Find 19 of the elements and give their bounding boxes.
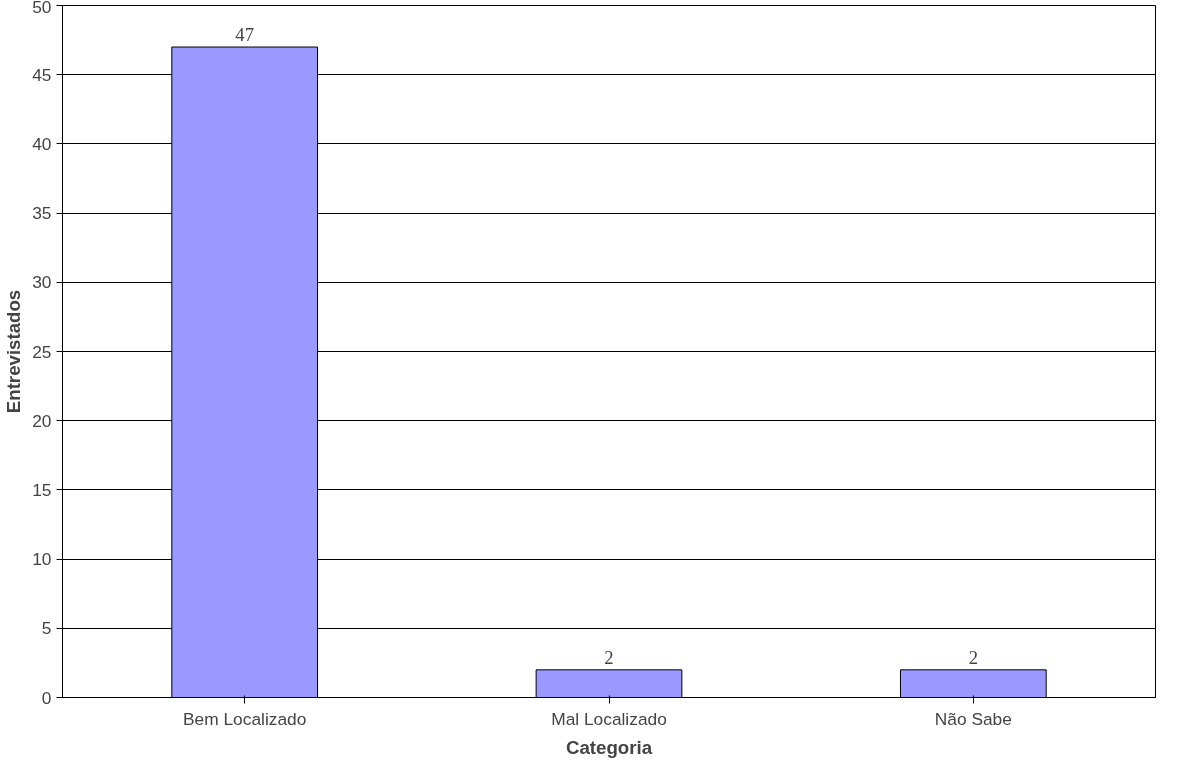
y-tick-label: 5 [41, 618, 52, 639]
y-axis-title: Entrevistados [3, 289, 25, 414]
y-tick-label: 45 [32, 64, 52, 85]
x-tick-label: Não Sabe [934, 708, 1012, 729]
data-label: 47 [235, 24, 254, 46]
y-tick-label: 50 [32, 0, 52, 17]
y-tick-label: 15 [32, 479, 52, 500]
x-axis-title: Categoria [565, 736, 653, 758]
data-label: 2 [604, 646, 614, 668]
y-tick-label: 35 [32, 203, 52, 224]
x-tick-label: Mal Localizado [551, 708, 667, 729]
y-tick-label: 0 [41, 687, 52, 708]
y-tick-label: 40 [32, 133, 52, 154]
y-tick-label: 10 [32, 549, 52, 570]
y-tick-label: 20 [32, 410, 52, 431]
y-tick-label: 30 [32, 272, 52, 293]
data-label: 2 [968, 646, 978, 668]
y-tick-label: 25 [32, 341, 52, 362]
x-tick-label: Bem Localizado [183, 708, 307, 729]
